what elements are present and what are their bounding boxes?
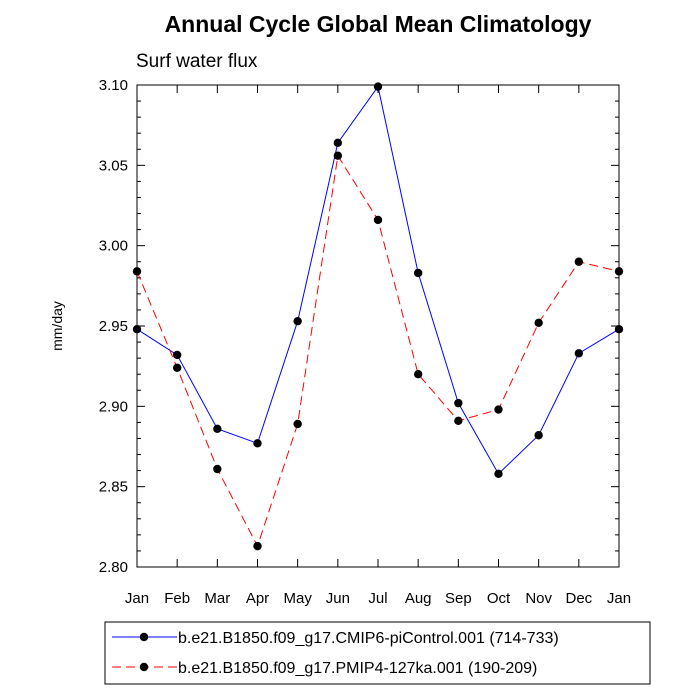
series-1-point — [373, 82, 383, 91]
y-tick-label: 2.80 — [99, 559, 128, 576]
legend-label-2: b.e21.B1850.f09_g17.PMIP4-127ka.001 (190… — [178, 660, 537, 677]
series-1-point — [132, 325, 142, 334]
series-2-point — [293, 419, 302, 429]
x-tick-label: May — [283, 590, 312, 607]
chart-title: Annual Cycle Global Mean Climatology — [165, 11, 592, 37]
series-1-point — [413, 268, 423, 278]
legend: b.e21.B1850.f09_g17.CMIP6-piControl.001 … — [112, 630, 559, 677]
series-2-point — [373, 215, 383, 225]
x-tick-label: Aug — [405, 590, 432, 607]
x-tick-label: Sep — [445, 590, 472, 607]
series-layer — [132, 82, 624, 551]
x-tick-label: Oct — [487, 590, 511, 607]
series-2-point — [253, 541, 262, 551]
series-2-point — [172, 363, 182, 372]
y-tick-label: 2.95 — [99, 318, 128, 335]
series-2-point — [494, 405, 503, 414]
legend-label-1: b.e21.B1850.f09_g17.CMIP6-piControl.001 … — [178, 630, 559, 647]
series-2-point — [333, 151, 343, 160]
axis-ticks: 2.80 2.85 2.90 2.95 3.00 3.05 3.10 Jan Feb Mar Apr… — [99, 77, 631, 607]
y-tick-label: 3.00 — [99, 238, 128, 255]
x-tick-label: Jul — [368, 590, 387, 607]
x-tick-label: Mar — [204, 590, 230, 607]
chart-subtitle: Surf water flux — [136, 51, 258, 72]
x-tick-label: Feb — [164, 590, 190, 607]
series-1-point — [293, 316, 302, 326]
series-1-point — [454, 398, 463, 408]
series-2-point — [454, 416, 463, 425]
series-2-point — [132, 267, 142, 276]
series-1-point — [574, 349, 584, 358]
series-1-point — [213, 424, 222, 434]
legend-marker-1 — [139, 632, 149, 642]
series-1-point — [614, 325, 624, 334]
series-1-point — [333, 138, 343, 148]
series-2-point — [413, 370, 423, 379]
series-2-point — [213, 464, 222, 474]
series-1-point — [172, 350, 182, 360]
plot-frame — [136, 84, 620, 568]
x-tick-label: Nov — [525, 590, 552, 607]
series-1-point — [253, 439, 262, 448]
x-tick-label: Jun — [326, 590, 350, 607]
y-tick-label: 2.90 — [99, 398, 128, 415]
y-tick-label: 3.05 — [99, 157, 128, 174]
y-tick-label: 2.85 — [99, 479, 128, 496]
y-axis-label: mm/day — [49, 301, 65, 351]
series-2-point — [534, 318, 543, 327]
x-tick-label: Dec — [565, 590, 592, 607]
series-1-point — [494, 469, 503, 479]
series-line-2 — [136, 154, 620, 548]
x-tick-label: Jan — [607, 590, 631, 607]
series-2-point — [614, 267, 624, 276]
series-line-1 — [136, 85, 620, 475]
series-2-point — [574, 257, 584, 266]
series-1-point — [534, 431, 543, 440]
y-tick-label: 3.10 — [99, 77, 128, 94]
legend-box — [104, 621, 651, 685]
x-tick-label: Jan — [125, 590, 149, 607]
legend-marker-2 — [139, 662, 149, 672]
x-tick-label: Apr — [246, 590, 269, 607]
